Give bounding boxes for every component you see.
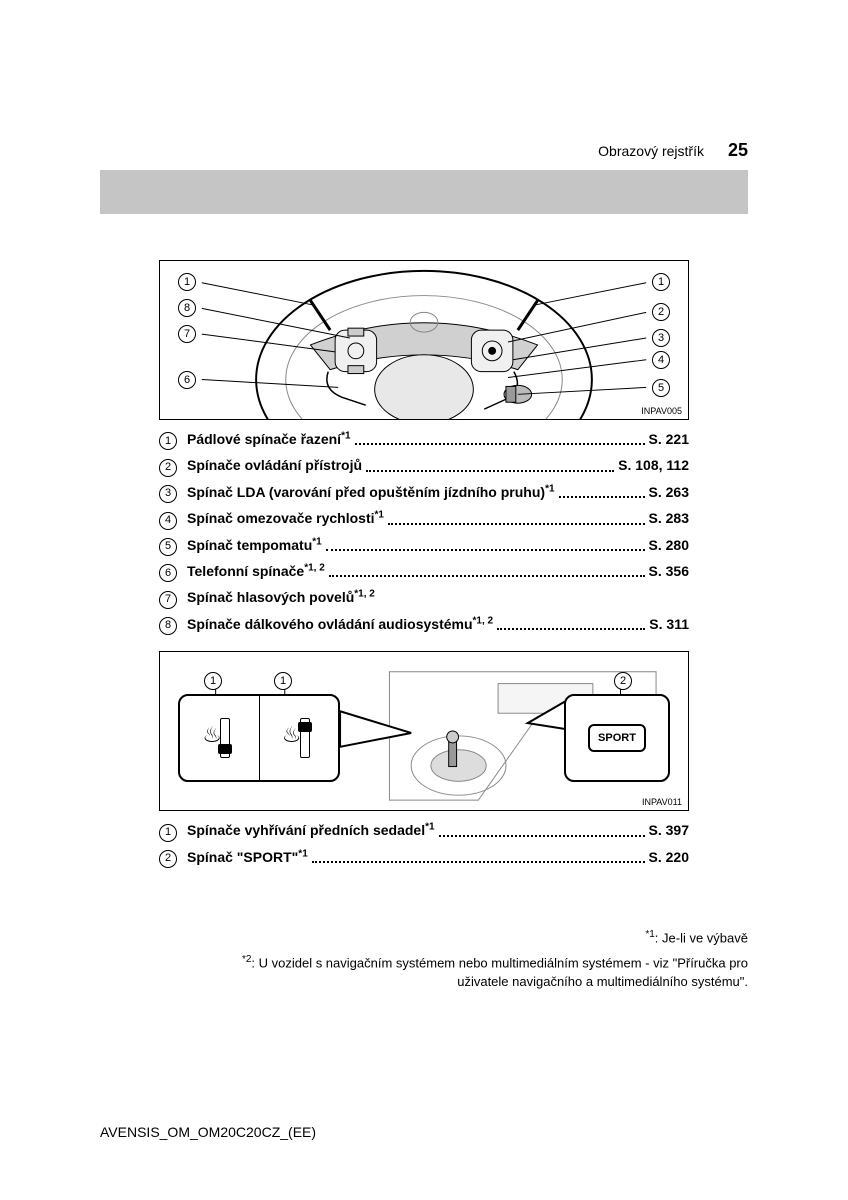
row-page: S. 311 [649, 613, 689, 635]
row-label: Spínač LDA (varování před opuštěním jízd… [187, 481, 555, 503]
row-num: 5 [159, 538, 177, 556]
row-page: S. 221 [649, 428, 689, 450]
row-page: S. 108, 112 [618, 454, 689, 476]
index-list-2: 1 Spínače vyhřívání předních sedadel*1 S. … [159, 819, 689, 868]
seat-heater-panel: ♨ ♨ [178, 694, 340, 782]
seat-heater-switch-right: ♨ [284, 716, 314, 760]
sport-button-label: SPORT [588, 724, 646, 752]
row-page: S. 220 [649, 846, 689, 868]
callout-circle: 3 [652, 329, 670, 347]
row-label: Telefonní spínače*1, 2 [187, 560, 325, 582]
callout-circle: 2 [652, 303, 670, 321]
section-title: Obrazový rejstřík [598, 143, 704, 159]
leader-dots [439, 835, 645, 837]
row-page: S. 397 [649, 819, 689, 841]
row-page: S. 263 [649, 481, 689, 503]
index-row: 6 Telefonní spínače*1, 2 S. 356 [159, 560, 689, 582]
row-num: 1 [159, 824, 177, 842]
row-num: 6 [159, 564, 177, 582]
callout-circle: 5 [652, 379, 670, 397]
leader-dots [355, 443, 645, 445]
row-num: 3 [159, 485, 177, 503]
row-label: Spínač hlasových povelů*1, 2 [187, 586, 375, 608]
callout-circle: 4 [652, 351, 670, 369]
footnote-1: *1: Je-li ve výbavě [188, 928, 748, 948]
leader-dots [388, 523, 645, 525]
row-num: 7 [159, 591, 177, 609]
leader-dots [329, 575, 645, 577]
header-band [100, 170, 748, 214]
steering-wheel-diagram: 1 8 7 6 1 2 3 4 5 INPAV005 [159, 260, 689, 420]
row-label: Spínače vyhřívání předních sedadel*1 [187, 819, 435, 841]
diagram-id-label: INPAV011 [642, 797, 682, 807]
index-list-1: 1 Pádlové spínače řazení*1 S. 221 2 Spínače… [159, 428, 689, 635]
leader-dots [497, 628, 645, 630]
index-row: 1 Pádlové spínače řazení*1 S. 221 [159, 428, 689, 450]
row-page: S. 283 [649, 507, 689, 529]
index-row: 2 Spínače ovládání přístrojů S. 108, 112 [159, 454, 689, 476]
document-id: AVENSIS_OM_OM20C20CZ_(EE) [100, 1124, 316, 1140]
sport-switch-panel: SPORT [564, 694, 670, 782]
page-number: 25 [728, 140, 748, 161]
footnotes: *1: Je-li ve výbavě *2: U vozidel s navi… [188, 928, 748, 991]
index-row: 3 Spínač LDA (varování před opuštěním jíz… [159, 481, 689, 503]
index-row: 8 Spínače dálkového ovládání audiosystému… [159, 613, 689, 635]
row-page: S. 356 [649, 560, 689, 582]
steering-wheel-illustration [160, 261, 688, 419]
row-label: Pádlové spínače řazení*1 [187, 428, 351, 450]
index-row: 5 Spínač tempomatu*1 S. 280 [159, 534, 689, 556]
index-row: 2 Spínač "SPORT"*1 S. 220 [159, 846, 689, 868]
row-label: Spínače ovládání přístrojů [187, 454, 362, 476]
leader-dots [326, 549, 645, 551]
callout-circle: 2 [614, 672, 632, 690]
callout-circle: 1 [274, 672, 292, 690]
callout-circle: 1 [204, 672, 222, 690]
callout-circle: 8 [178, 299, 196, 317]
diagram-id-label: INPAV005 [641, 406, 682, 416]
row-label: Spínač tempomatu*1 [187, 534, 322, 556]
page-header: Obrazový rejstřík 25 [100, 140, 748, 161]
row-label: Spínače dálkového ovládání audiosystému*… [187, 613, 493, 635]
callout-circle: 1 [178, 273, 196, 291]
seat-heater-switch-left: ♨ [204, 716, 234, 760]
callout-circle: 6 [178, 371, 196, 389]
leader-dots [366, 470, 614, 472]
row-num: 8 [159, 617, 177, 635]
row-label: Spínač omezovače rychlosti*1 [187, 507, 384, 529]
console-switches-diagram: ♨ ♨ SPORT [159, 651, 689, 811]
row-label: Spínač "SPORT"*1 [187, 846, 308, 868]
callout-circle: 7 [178, 325, 196, 343]
callout-circle: 1 [652, 273, 670, 291]
index-row: 4 Spínač omezovače rychlosti*1 S. 283 [159, 507, 689, 529]
index-row: 1 Spínače vyhřívání předních sedadel*1 S. … [159, 819, 689, 841]
leader-dots [312, 861, 645, 863]
leader-dots [559, 496, 645, 498]
footnote-2: *2: U vozidel s navigačním systémem nebo… [188, 953, 748, 991]
row-page: S. 280 [649, 534, 689, 556]
row-num: 4 [159, 512, 177, 530]
index-row: 7 Spínač hlasových povelů*1, 2 [159, 586, 689, 608]
row-num: 2 [159, 850, 177, 868]
row-num: 2 [159, 459, 177, 477]
row-num: 1 [159, 432, 177, 450]
